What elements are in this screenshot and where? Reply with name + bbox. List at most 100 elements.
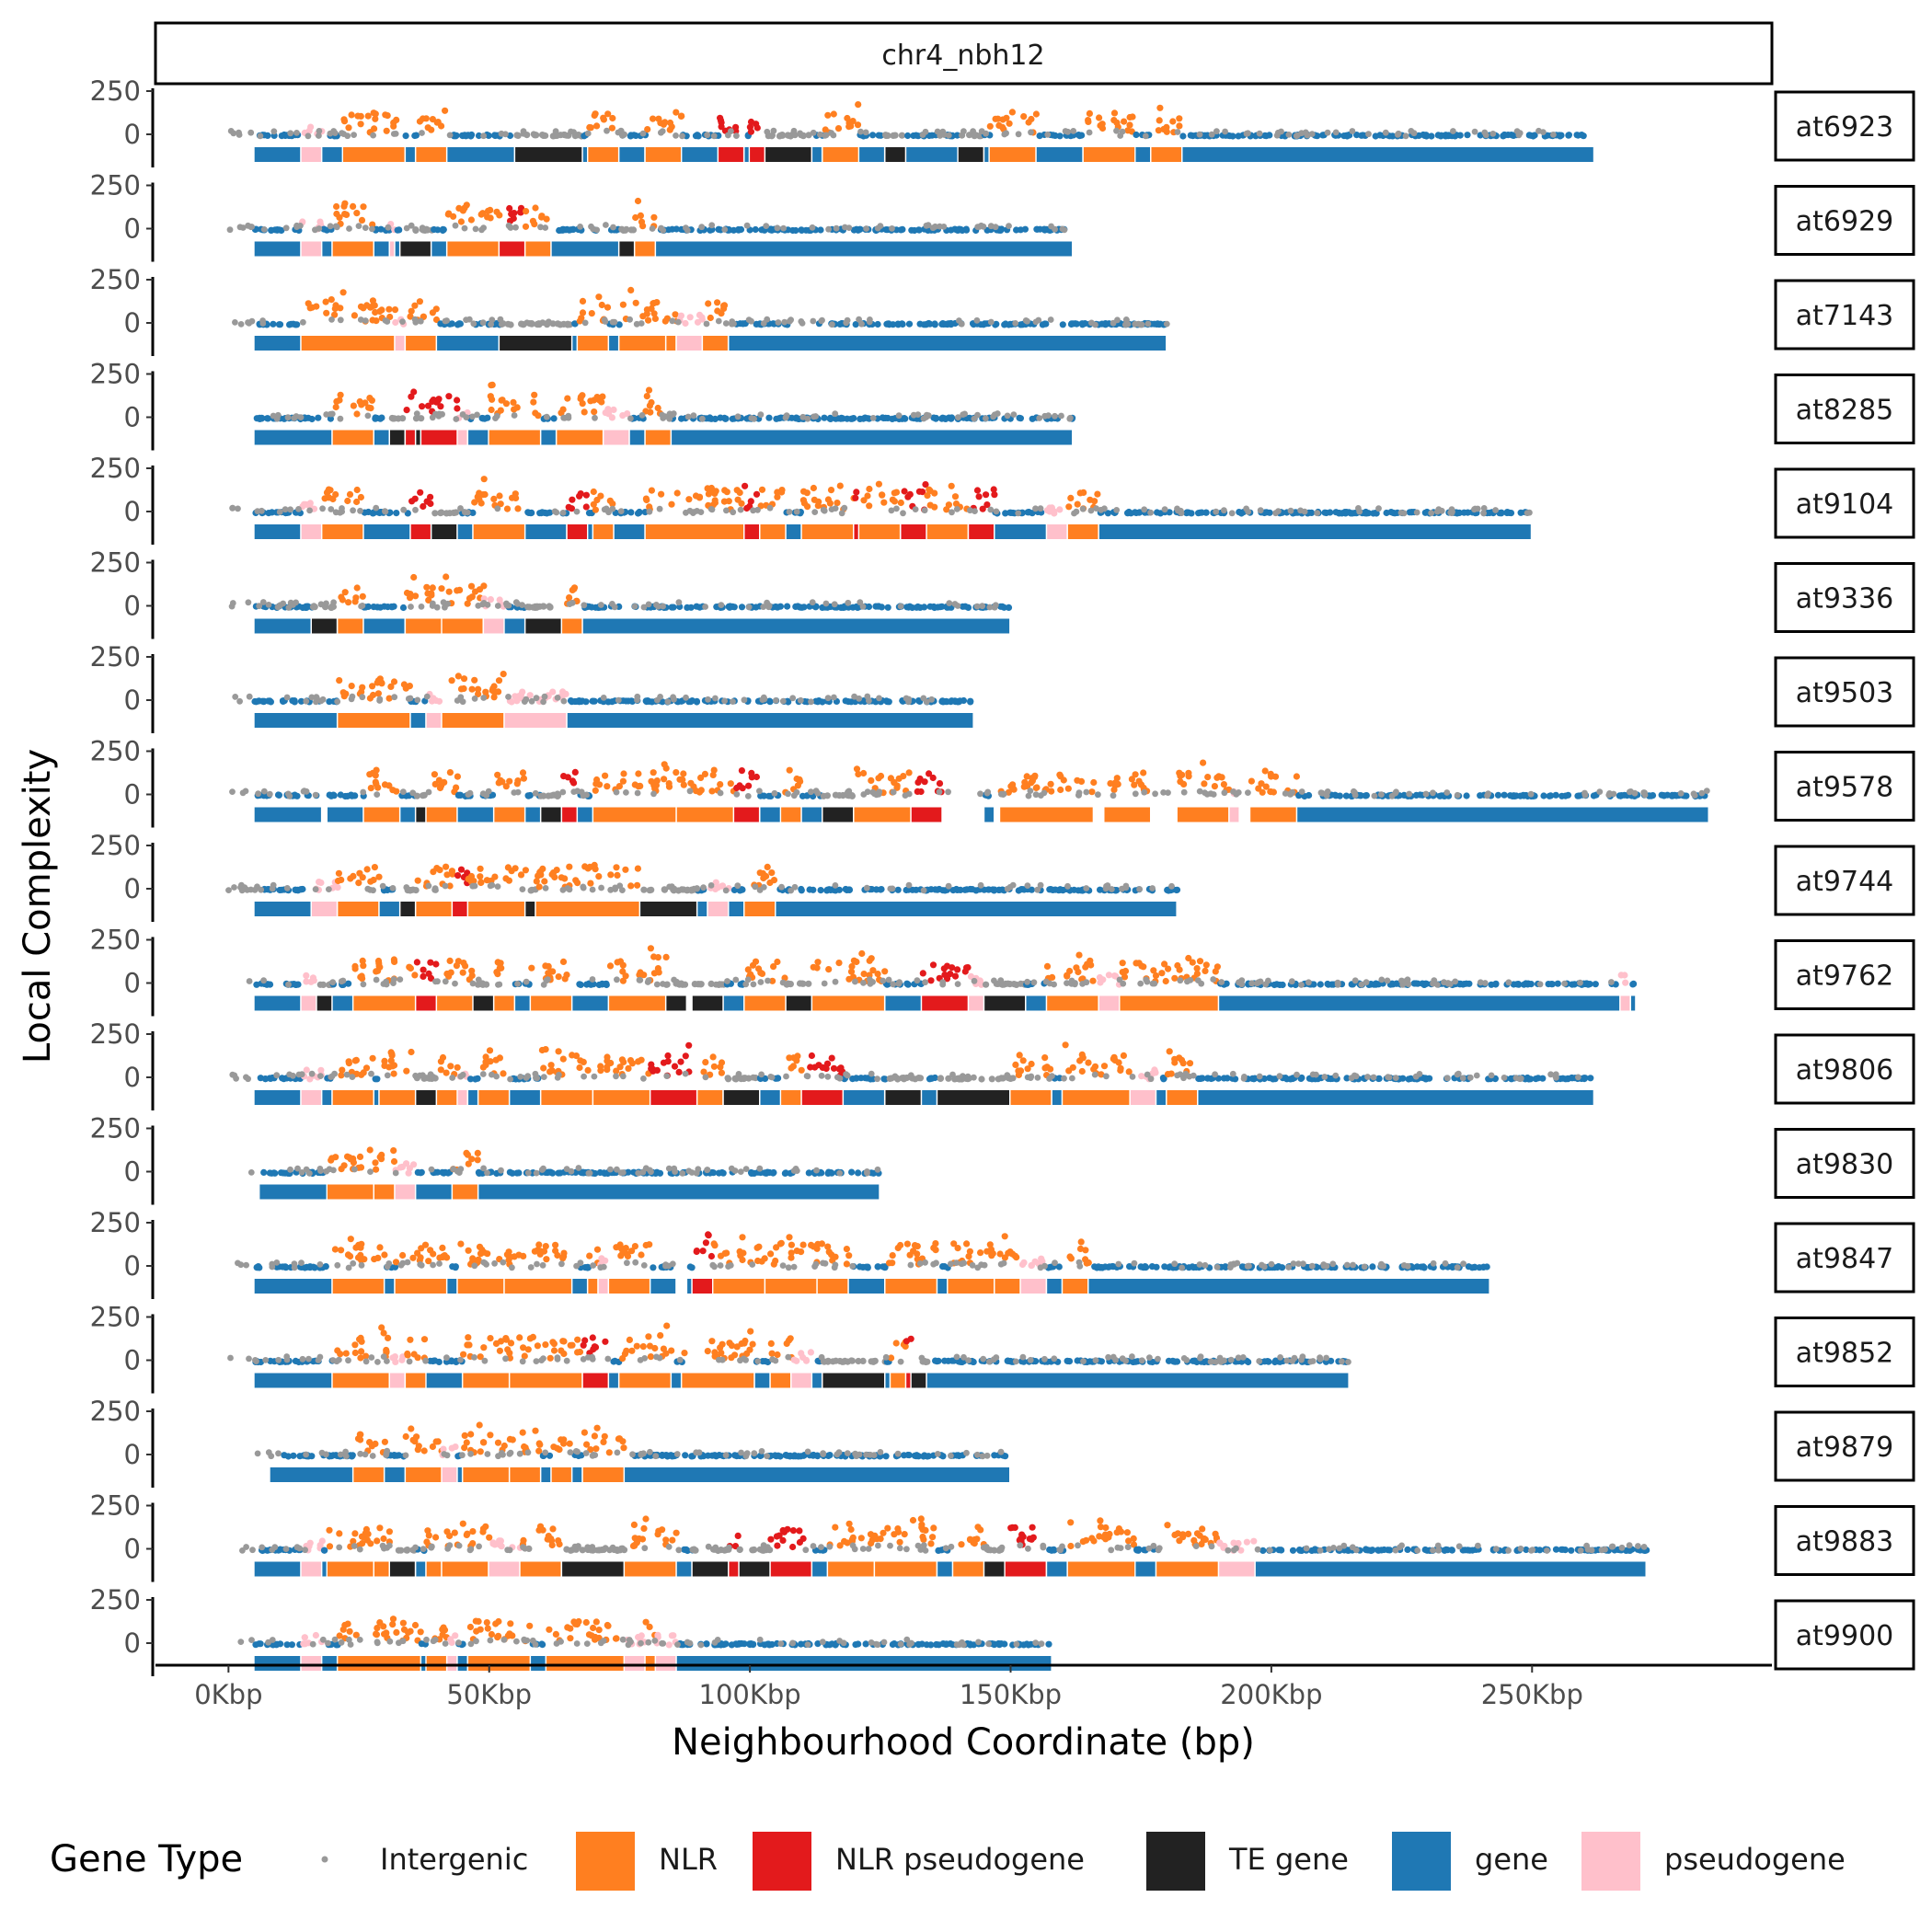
complexity-point: [425, 596, 432, 604]
complexity-point: [860, 971, 868, 978]
intergenic-point: [604, 127, 610, 134]
intergenic-point: [721, 697, 728, 705]
complexity-point: [730, 604, 738, 611]
complexity-point: [1156, 117, 1163, 124]
gene-block: [1620, 995, 1630, 1011]
intergenic-point: [475, 976, 482, 983]
intergenic-point: [399, 788, 407, 795]
intergenic-point: [1027, 788, 1034, 794]
complexity-point: [786, 1054, 793, 1062]
intergenic-point: [573, 508, 581, 515]
complexity-point: [785, 698, 792, 706]
gene-block: [901, 524, 926, 539]
complexity-point: [1113, 119, 1121, 126]
complexity-point: [1166, 1048, 1173, 1055]
intergenic-point: [554, 790, 561, 798]
complexity-point: [427, 500, 434, 508]
complexity-point: [1198, 509, 1205, 516]
intergenic-point: [799, 413, 807, 420]
complexity-point: [369, 297, 376, 305]
intergenic-point: [471, 696, 478, 702]
intergenic-point: [660, 603, 666, 610]
gene-block: [406, 430, 415, 445]
complexity-point: [868, 955, 875, 962]
complexity-point: [736, 782, 743, 789]
intergenic-point: [1034, 886, 1041, 893]
intergenic-point: [750, 507, 756, 514]
complexity-point: [1179, 132, 1187, 140]
intergenic-point: [432, 978, 439, 985]
complexity-point: [359, 684, 366, 691]
intergenic-point: [303, 788, 310, 795]
complexity-point: [519, 769, 527, 776]
gene-block: [1047, 995, 1098, 1011]
intergenic-point: [1041, 789, 1048, 797]
intergenic-point: [1004, 412, 1011, 420]
intergenic-point: [1245, 508, 1252, 515]
intergenic-point: [581, 319, 589, 327]
complexity-point: [724, 1075, 731, 1082]
gene-block: [744, 147, 749, 162]
complexity-point: [412, 592, 420, 600]
complexity-point: [804, 503, 811, 511]
intergenic-point: [236, 697, 243, 705]
intergenic-point: [241, 884, 248, 891]
complexity-point: [893, 784, 901, 791]
intergenic-point: [1255, 979, 1262, 986]
complexity-point: [539, 865, 546, 873]
complexity-point: [627, 697, 635, 705]
complexity-point: [936, 780, 944, 788]
intergenic-point: [409, 789, 417, 797]
complexity-point: [915, 226, 923, 234]
intergenic-point: [1025, 792, 1032, 799]
complexity-point: [504, 864, 512, 871]
intergenic-point: [712, 695, 719, 702]
complexity-point: [383, 127, 390, 134]
complexity-point: [939, 887, 947, 894]
y-tick-label: 250: [90, 925, 141, 956]
complexity-point: [273, 226, 281, 234]
complexity-point: [346, 490, 354, 499]
intergenic-point: [1222, 128, 1228, 135]
intergenic-point: [698, 224, 706, 231]
intergenic-point: [708, 222, 716, 229]
intergenic-point: [867, 316, 873, 323]
complexity-point: [1649, 792, 1657, 799]
intergenic-point: [743, 222, 751, 229]
complexity-point: [947, 971, 954, 978]
intergenic-point: [1142, 132, 1149, 140]
intergenic-point: [671, 885, 678, 892]
intergenic-point: [1028, 129, 1034, 136]
intergenic-point: [1434, 982, 1441, 988]
intergenic-point: [235, 505, 241, 512]
complexity-point: [464, 600, 471, 607]
gene-block: [447, 241, 499, 257]
complexity-point: [828, 1054, 835, 1062]
intergenic-point: [675, 599, 683, 606]
y-tick-label: 0: [124, 684, 141, 716]
complexity-point: [323, 309, 330, 316]
intergenic-point: [1024, 882, 1031, 889]
complexity-point: [832, 415, 840, 422]
complexity-point: [908, 226, 915, 234]
complexity-point: [481, 415, 489, 422]
intergenic-point: [260, 977, 267, 984]
complexity-point: [437, 320, 444, 328]
intergenic-point: [260, 226, 268, 233]
intergenic-point: [1228, 510, 1236, 517]
intergenic-point: [686, 507, 694, 514]
intergenic-point: [1332, 129, 1340, 136]
complexity-point: [682, 1052, 689, 1060]
complexity-point: [337, 305, 344, 312]
intergenic-point: [623, 225, 630, 233]
complexity-point: [799, 497, 808, 504]
gene-block: [494, 807, 524, 822]
complexity-point: [1077, 777, 1086, 786]
intergenic-point: [831, 694, 837, 701]
intergenic-point: [722, 887, 730, 894]
intergenic-point: [245, 319, 251, 326]
complexity-point: [582, 698, 590, 706]
intergenic-point: [972, 508, 978, 514]
complexity-point: [571, 768, 579, 776]
